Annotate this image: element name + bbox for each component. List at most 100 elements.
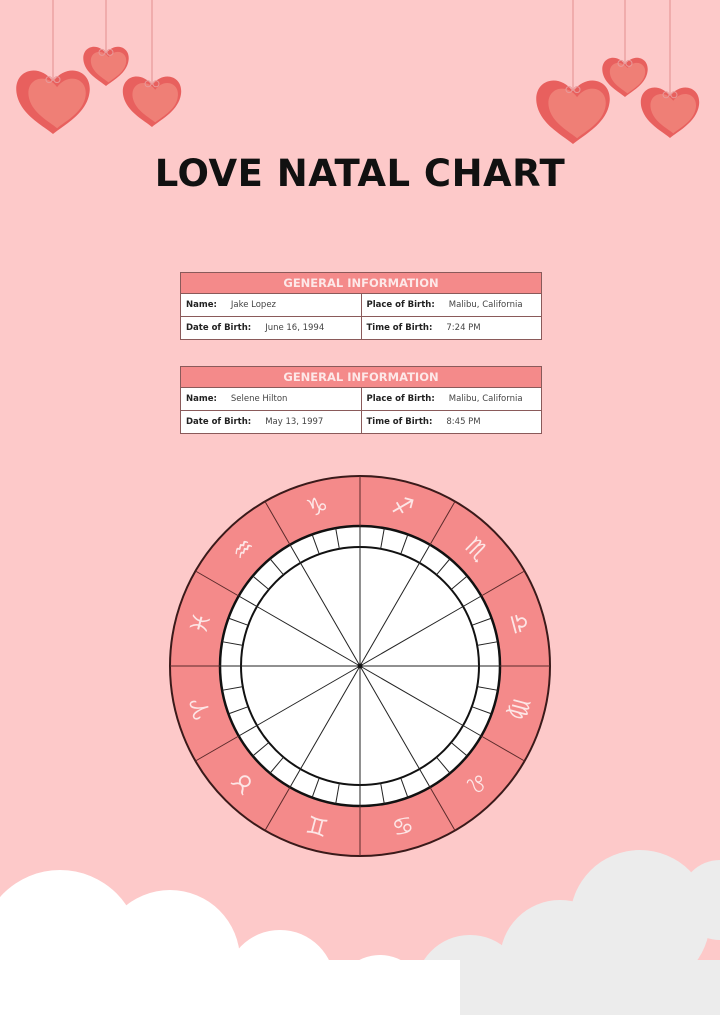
degree-tick (436, 756, 451, 774)
table-row: Date of Birth: May 13, 1997 Time of Birth… (181, 411, 541, 433)
degree-tick (462, 595, 482, 607)
degree-tick (450, 742, 468, 757)
degree-tick (462, 725, 482, 737)
date-label: Date of Birth: (186, 417, 252, 427)
degree-tick (400, 534, 409, 555)
heart-ornament (83, 0, 129, 86)
degree-tick (222, 641, 243, 646)
heart-ornament (16, 0, 90, 134)
name-cell: Name: Jake Lopez (181, 294, 361, 316)
heart-highlight (548, 88, 606, 139)
degree-tick (289, 768, 301, 788)
time-value: 7:24 PM (446, 323, 481, 333)
place-cell: Place of Birth: Malibu, California (360, 294, 542, 316)
house-cusp-line (256, 606, 361, 667)
house-cusp-line (300, 665, 361, 770)
degree-tick (228, 617, 249, 626)
bow (565, 86, 573, 94)
name-value: Selene Hilton (230, 394, 288, 404)
page-title: LOVE NATAL CHART (154, 152, 566, 195)
degree-tick (450, 575, 468, 590)
bow (625, 59, 633, 67)
date-value: May 13, 1997 (265, 417, 324, 427)
bow (45, 76, 53, 84)
degree-tick (269, 756, 284, 774)
center-point (357, 663, 363, 669)
place-label: Place of Birth: (366, 394, 435, 404)
degree-tick (238, 725, 258, 737)
table-row: Date of Birth: June 16, 1994 Time of Birt… (181, 317, 541, 339)
bow (106, 48, 114, 56)
sign-divider (195, 570, 240, 597)
house-cusp-line (300, 562, 361, 667)
time-cell: Time of Birth: 7:24 PM (360, 317, 542, 339)
sign-divider (264, 501, 291, 546)
time-label: Time of Birth: (366, 323, 433, 333)
degree-tick (252, 575, 270, 590)
heart-ornament (640, 0, 700, 138)
name-value: Jake Lopez (230, 300, 277, 310)
date-cell: Date of Birth: June 16, 1994 (181, 317, 361, 339)
house-cusp-line (256, 665, 361, 726)
degree-tick (238, 595, 258, 607)
degree-tick (335, 528, 340, 549)
sign-divider (264, 786, 291, 831)
date-label: Date of Birth: (186, 323, 252, 333)
degree-tick (419, 544, 431, 564)
degree-tick (471, 617, 492, 626)
clouds (0, 850, 720, 1015)
bow (152, 80, 160, 88)
degree-tick (419, 768, 431, 788)
place-value: Malibu, California (448, 300, 523, 310)
name-label: Name: (186, 300, 217, 310)
bow (98, 48, 106, 56)
heart-ornament (536, 0, 610, 144)
sign-divider (429, 786, 456, 831)
time-label: Time of Birth: (366, 417, 433, 427)
name-cell: Name: Selene Hilton (181, 388, 361, 410)
degree-tick (335, 783, 340, 804)
heart-highlight (90, 51, 127, 83)
heart-highlight (28, 78, 86, 129)
degree-tick (380, 783, 385, 804)
degree-tick (228, 706, 249, 715)
degree-tick (380, 528, 385, 549)
degree-tick (311, 534, 320, 555)
heart-highlight (132, 83, 179, 123)
bow (670, 91, 678, 99)
sign-divider (429, 501, 456, 546)
place-value: Malibu, California (448, 394, 523, 404)
sign-divider (480, 735, 525, 762)
degree-tick (222, 686, 243, 691)
degree-tick (400, 777, 409, 798)
sign-divider (480, 570, 525, 597)
time-cell: Time of Birth: 8:45 PM (360, 411, 542, 433)
table-row: Name: Jake Lopez Place of Birth: Malibu, C… (181, 294, 541, 317)
degree-tick (477, 686, 498, 691)
degree-tick (436, 558, 451, 576)
degree-tick (477, 641, 498, 646)
general-info-table-1: GENERAL INFORMATION Name: Jake Lopez Plac… (180, 272, 542, 340)
time-value: 8:45 PM (446, 417, 481, 427)
house-cusp-line (359, 562, 420, 667)
degree-tick (252, 742, 270, 757)
degree-tick (471, 706, 492, 715)
heart-ornament (602, 0, 648, 97)
house-cusp-line (359, 665, 420, 770)
date-value: June 16, 1994 (265, 323, 325, 333)
bow (144, 80, 152, 88)
cloud-left (0, 870, 460, 1015)
bow (53, 76, 61, 84)
sign-divider (195, 735, 240, 762)
heart-ornament (122, 0, 182, 127)
table-header: GENERAL INFORMATION (181, 367, 541, 388)
bow (617, 59, 625, 67)
heart-highlight (609, 62, 646, 94)
place-cell: Place of Birth: Malibu, California (360, 388, 542, 410)
degree-tick (269, 558, 284, 576)
house-cusp-line (359, 606, 464, 667)
heart-highlight (650, 94, 697, 134)
general-info-table-2: GENERAL INFORMATION Name: Selene Hilton P… (180, 366, 542, 434)
